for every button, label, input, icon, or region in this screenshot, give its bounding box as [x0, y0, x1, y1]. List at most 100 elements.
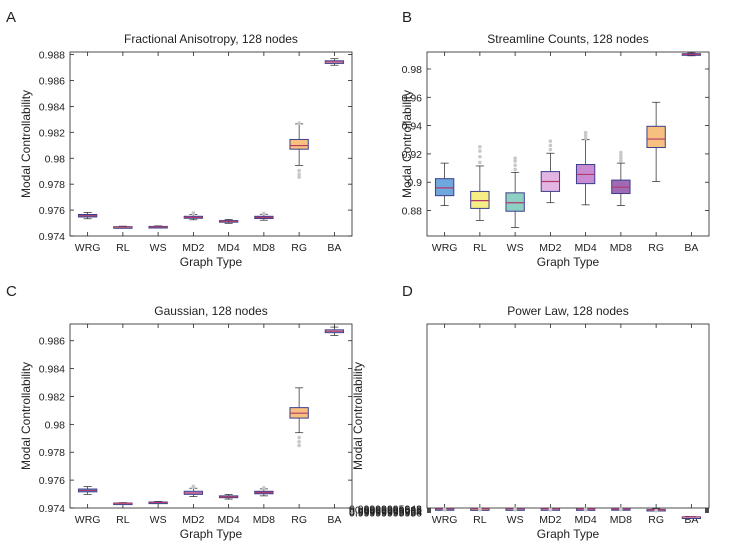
chart-title: Gaussian, 128 nodes	[154, 304, 267, 318]
x-tick-label: MD2	[539, 514, 561, 526]
x-tick-label: RL	[473, 242, 487, 254]
y-tick-label: 0.9	[407, 177, 422, 189]
x-tick-label: RG	[291, 514, 307, 526]
outlier-point	[297, 435, 301, 440]
box-md4	[575, 507, 596, 512]
y-tick-label: 0.988	[39, 50, 65, 62]
box-md8	[611, 507, 631, 512]
x-tick-label: WRG	[75, 514, 101, 526]
box-rl	[113, 225, 133, 229]
box-ws	[505, 507, 525, 512]
iqr-box	[470, 190, 490, 209]
chart-title: Fractional Anisotropy, 128 nodes	[124, 32, 298, 46]
outlier-point	[297, 439, 301, 444]
x-tick-label: MD8	[253, 242, 275, 254]
box-md2	[540, 507, 561, 512]
outlier-point	[619, 150, 623, 155]
x-tick-label: WS	[150, 242, 167, 254]
x-axis-label: Graph Type	[180, 527, 243, 541]
x-tick-label: BA	[327, 514, 341, 526]
box-rl	[470, 145, 490, 221]
y-tick-label: 0.982	[39, 391, 65, 403]
box-ba	[324, 326, 345, 336]
panel-c: C Gaussian, 128 nodes 0.974 0.976 0.978 0.98 0…	[6, 283, 353, 541]
x-tick-label: BA	[327, 242, 341, 254]
x-tick-label: WRG	[75, 242, 101, 254]
x-tick-label: WRG	[432, 514, 458, 526]
y-tick-label: 0.98	[45, 419, 66, 431]
y-tick-label: 0.98	[45, 153, 66, 165]
box-ws	[505, 156, 525, 228]
x-tick-label: BA	[684, 242, 698, 254]
panel-letter: D	[402, 283, 413, 300]
outlier-point	[619, 507, 623, 512]
x-tick-label: MD8	[610, 242, 632, 254]
x-tick-label: RG	[648, 514, 664, 526]
x-tick-label: BA	[684, 514, 698, 526]
panel-letter: A	[6, 9, 16, 26]
box-md8	[254, 485, 274, 497]
y-tick-label: 0.984	[39, 364, 65, 376]
outlier-point	[548, 508, 553, 512]
y-tick-label: 0.978	[39, 447, 65, 459]
x-tick-label: MD4	[575, 514, 597, 526]
outlier-point	[297, 172, 301, 177]
outlier-point	[297, 175, 301, 179]
outlier-point	[478, 160, 482, 165]
outlier-point	[619, 159, 623, 163]
x-tick-label: WS	[150, 514, 167, 526]
y-tick-label: 0.976	[39, 475, 65, 487]
outlier-point	[619, 156, 623, 160]
box-ba	[681, 516, 702, 519]
y-tick-label: 0.9999999595	[355, 504, 422, 516]
box-md4	[575, 130, 596, 206]
plot-frame	[69, 51, 353, 237]
box-wrg	[434, 507, 455, 512]
x-tick-label: RG	[648, 242, 664, 254]
y-tick-label: 0.99999995954	[349, 506, 422, 518]
x-tick-label: RG	[291, 242, 307, 254]
box-ws	[148, 501, 168, 505]
box-md8	[254, 211, 274, 221]
box-wrg	[77, 486, 98, 495]
box-ws	[148, 225, 168, 229]
x-tick-label: RL	[116, 242, 130, 254]
outlier-point	[654, 508, 658, 513]
panel-d: D Power Law, 128 nodes 0.999999959480.9999…	[349, 283, 710, 541]
y-tick-label: 0.88	[402, 206, 423, 218]
y-tick-label: 0.974	[39, 503, 65, 515]
y-tick-label: 0.99999995956	[349, 507, 422, 519]
y-tick-label: 0.978	[39, 179, 65, 191]
x-tick-label: MD4	[575, 242, 597, 254]
box-md2	[183, 484, 204, 497]
box-md4	[218, 219, 239, 224]
x-tick-label: MD2	[182, 514, 204, 526]
outlier-point	[513, 156, 517, 160]
outlier-point	[297, 121, 301, 125]
outlier-point	[513, 507, 517, 512]
box-md2	[540, 139, 561, 204]
y-axis-label: Modal Controllability	[19, 362, 33, 470]
chart-title: Power Law, 128 nodes	[507, 304, 628, 318]
outlier-point	[583, 130, 588, 135]
x-axis-label: Graph Type	[537, 527, 600, 541]
outlier-point	[191, 211, 196, 215]
y-tick-label: 0.986	[39, 336, 65, 348]
box-wrg	[77, 212, 98, 220]
outlier-point	[513, 163, 517, 168]
iqr-box	[289, 138, 309, 150]
iqr-box	[434, 178, 455, 197]
box-rg	[289, 387, 309, 448]
outlier-point	[478, 507, 482, 512]
box-rl	[470, 507, 490, 512]
outlier-point	[513, 167, 517, 172]
panel-letter: C	[6, 283, 17, 300]
x-tick-label: WS	[507, 514, 524, 526]
outlier-point	[583, 136, 588, 141]
outlier-point	[297, 168, 301, 173]
outlier-point	[262, 211, 266, 216]
chart-title: Streamline Counts, 128 nodes	[487, 32, 648, 46]
y-tick-label: 0.98	[402, 64, 423, 76]
x-tick-label: RL	[116, 514, 130, 526]
